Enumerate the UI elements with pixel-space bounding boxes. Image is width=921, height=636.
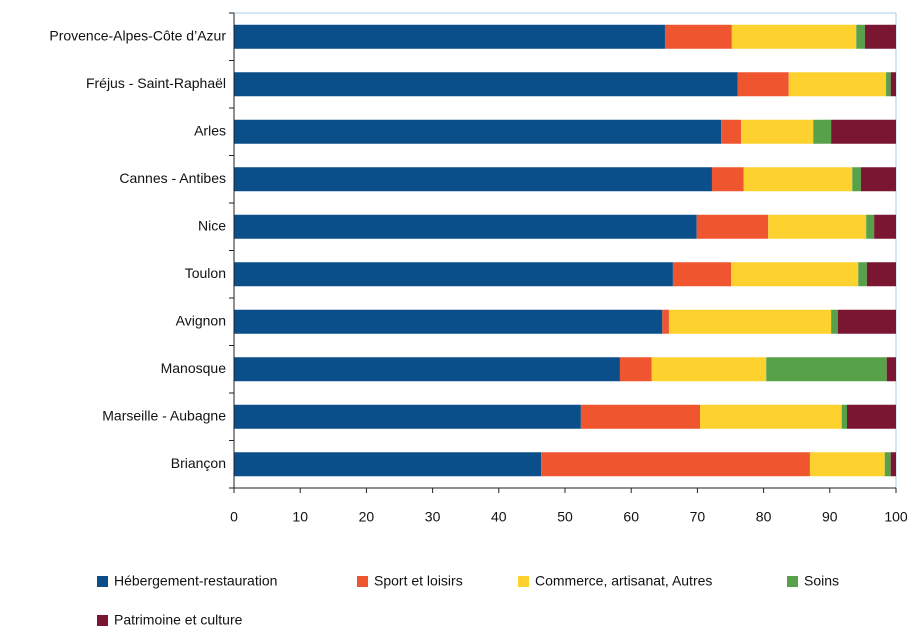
bar-segment <box>234 167 712 192</box>
bar-segment <box>890 452 896 477</box>
bar-segment <box>831 119 896 144</box>
x-tick-label: 100 <box>884 509 908 525</box>
bar-segment <box>874 214 896 239</box>
bar-segment <box>743 167 853 192</box>
legend-swatch <box>97 615 108 626</box>
y-tick-label: Avignon <box>176 312 226 328</box>
bar-segment <box>721 119 742 144</box>
bar-segment <box>662 309 669 334</box>
bar-segment <box>864 24 896 49</box>
y-tick-label: Provence-Alpes-Côte d’Azur <box>49 27 226 43</box>
bar-segment <box>234 24 665 49</box>
bar-segment <box>852 167 861 192</box>
legend-swatch <box>787 576 798 587</box>
bar-segment <box>809 452 885 477</box>
bar-segment <box>234 214 697 239</box>
bar-segment <box>234 404 581 429</box>
bar-segment <box>619 357 652 382</box>
bar-segment <box>651 357 767 382</box>
bar-segment <box>866 262 896 287</box>
y-tick-label: Toulon <box>185 265 226 281</box>
bar-segment <box>672 262 732 287</box>
x-tick-label: 70 <box>690 509 706 525</box>
bar-segment <box>234 119 722 144</box>
legend-label: Patrimoine et culture <box>114 612 243 628</box>
bar-segment <box>768 214 867 239</box>
y-tick-label: Fréjus - Saint-Raphaël <box>86 75 226 91</box>
bar-segment <box>847 404 896 429</box>
bar-segment <box>766 357 887 382</box>
bar-segment <box>858 262 867 287</box>
bar-segment <box>741 119 814 144</box>
legend-swatch <box>518 576 529 587</box>
bar-segment <box>696 214 769 239</box>
bar-segment <box>837 309 896 334</box>
bar-segment <box>866 214 875 239</box>
y-tick-label: Cannes - Antibes <box>119 170 226 186</box>
bar-segment <box>234 72 738 97</box>
legend-swatch <box>97 576 108 587</box>
bar-segment <box>884 452 891 477</box>
bar-segment <box>711 167 744 192</box>
y-tick-label: Marseille - Aubagne <box>102 407 226 423</box>
y-tick-label: Briançon <box>171 455 226 471</box>
y-tick-label: Arles <box>194 122 226 138</box>
bar-segment <box>831 309 838 334</box>
x-tick-label: 20 <box>359 509 375 525</box>
y-tick-label: Nice <box>198 217 226 233</box>
bar-segment <box>886 357 896 382</box>
bar-segment <box>541 452 810 477</box>
x-tick-label: 60 <box>623 509 639 525</box>
bar-segment <box>860 167 896 192</box>
legend-label: Sport et loisirs <box>374 573 463 589</box>
bar-segment <box>234 262 673 287</box>
legend-label: Commerce, artisanat, Autres <box>535 573 712 589</box>
bar-segment <box>234 309 663 334</box>
bar-segment <box>234 452 542 477</box>
bar-segment <box>890 72 896 97</box>
bar-segment <box>580 404 701 429</box>
bar-segment <box>813 119 832 144</box>
x-tick-label: 40 <box>491 509 507 525</box>
bar-segment <box>841 404 848 429</box>
bar-segment <box>886 72 891 97</box>
legend-label: Soins <box>804 573 839 589</box>
y-tick-label: Manosque <box>161 360 227 376</box>
bar-segment <box>788 72 887 97</box>
bar-segment <box>731 24 857 49</box>
bar-segment <box>700 404 842 429</box>
x-tick-label: 50 <box>557 509 573 525</box>
bar-segment <box>856 24 865 49</box>
x-tick-label: 80 <box>756 509 772 525</box>
bar-segment <box>668 309 832 334</box>
bar-segment <box>737 72 789 97</box>
x-tick-label: 0 <box>230 509 238 525</box>
bar-segment <box>234 357 620 382</box>
x-tick-label: 30 <box>425 509 441 525</box>
bar-segment <box>664 24 732 49</box>
legend-label: Hébergement-restauration <box>114 573 277 589</box>
x-tick-label: 90 <box>822 509 838 525</box>
x-tick-label: 10 <box>292 509 308 525</box>
bar-segment <box>731 262 859 287</box>
legend-swatch <box>357 576 368 587</box>
